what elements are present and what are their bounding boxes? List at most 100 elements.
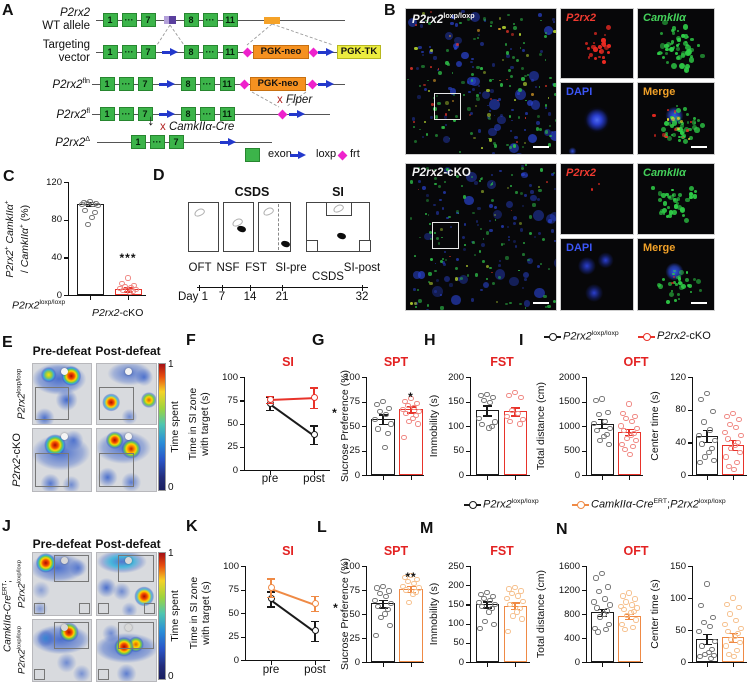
channel-label: CamkIIα	[643, 12, 686, 24]
micrograph-p2rx2-channel: P2rx2	[560, 163, 634, 235]
post-defeat-header: Post-defeat	[95, 537, 161, 551]
corner-zone	[34, 668, 46, 680]
fluorescence-dot	[553, 257, 556, 268]
fluorescence-dot	[470, 72, 475, 77]
data-point	[595, 629, 601, 635]
bar-x-tick	[90, 296, 92, 300]
data-point	[730, 411, 736, 417]
y-tick-label: 25	[349, 632, 360, 644]
data-point	[602, 596, 608, 602]
fluorescence-dot	[488, 219, 492, 223]
fluorescence-dot	[605, 24, 611, 30]
fluorescence-dot	[449, 255, 451, 258]
fluorescence-dot	[428, 272, 432, 276]
recombinase-annotation: x CamkIIα-Cre	[160, 121, 235, 133]
fluorescence-dot	[487, 104, 489, 107]
error-cap	[510, 415, 520, 417]
y-tick	[582, 401, 586, 403]
fluorescence-dot	[530, 190, 534, 194]
y-tick	[64, 257, 68, 259]
error-cap	[378, 599, 388, 601]
fluorescence-dot	[489, 266, 492, 270]
fluorescence-dot	[500, 224, 504, 228]
fluorescence-dot	[550, 173, 554, 177]
fluorescence-dot	[480, 243, 485, 248]
exon-dots: ···	[149, 135, 165, 149]
heatmap-tile	[32, 428, 92, 492]
fluorescence-dot	[425, 167, 429, 170]
fluorescence-dot	[429, 230, 433, 234]
fluorescence-dot	[670, 40, 675, 44]
fluorescence-dot	[528, 215, 532, 219]
fluorescence-dot	[523, 141, 527, 145]
si-zone-outline	[99, 386, 134, 421]
fluorescence-dot	[434, 114, 439, 119]
fluorescence-dot	[662, 19, 668, 26]
fluorescence-dot	[549, 77, 552, 80]
bar-x-tick	[602, 663, 604, 667]
fluorescence-dot	[435, 211, 440, 215]
chart-title: SI	[282, 355, 294, 369]
fluorescence-dot	[553, 239, 556, 242]
fluorescence-dot	[660, 193, 666, 198]
fluorescence-dot	[513, 26, 517, 31]
fluorescence-dot	[688, 57, 694, 63]
fluorescence-dot	[531, 100, 541, 110]
fluorescence-dot	[452, 94, 455, 97]
data-point	[734, 647, 740, 654]
y-tick	[362, 638, 366, 640]
fluorescence-dot	[530, 194, 537, 202]
heatmap-tile	[96, 428, 157, 492]
exon-box: 7	[168, 135, 184, 149]
significance-marker: *	[333, 601, 339, 615]
data-point	[626, 401, 632, 407]
data-point	[733, 617, 739, 623]
fluorescence-dot	[604, 34, 607, 37]
fluorescence-dot	[453, 46, 457, 50]
fluorescence-dot	[463, 195, 474, 206]
fluorescence-dot	[424, 232, 432, 240]
fluorescence-dot	[457, 212, 460, 215]
fluorescence-dot	[409, 302, 413, 306]
data-point	[605, 409, 611, 415]
fluorescence-dot	[446, 63, 450, 67]
fluorescence-dot	[526, 257, 534, 265]
data-point	[599, 570, 605, 576]
fluorescence-dot	[491, 181, 494, 184]
roi-box	[434, 93, 461, 120]
fluorescence-dot	[518, 221, 522, 226]
fluorescence-dot	[692, 124, 698, 130]
chart-title: SI	[282, 544, 294, 558]
chart-title: OFT	[623, 544, 649, 558]
y-tick	[362, 614, 366, 616]
data-point	[492, 419, 498, 425]
fluorescence-dot	[667, 108, 670, 111]
error-cap	[482, 415, 492, 417]
fluorescence-dot	[672, 210, 677, 215]
axis-label: Total distance (cm)	[535, 381, 547, 471]
data-point	[597, 438, 603, 444]
data-point	[402, 574, 408, 581]
fluorescence-dot	[520, 166, 524, 170]
y-tick	[466, 377, 470, 379]
exon-box: 7	[140, 13, 156, 27]
data-point	[728, 446, 734, 452]
panel-label-M: M	[420, 520, 434, 537]
data-point	[701, 619, 707, 625]
fluorescence-dot	[681, 33, 685, 38]
fluorescence-dot	[415, 24, 417, 26]
axis-label: Time in SI zone with target (s)	[187, 387, 211, 460]
data-point	[92, 209, 98, 215]
fluorescence-dot	[456, 276, 461, 281]
fluorescence-dot	[521, 77, 525, 81]
fluorescence-dot	[665, 192, 670, 197]
panel-label-F: F	[186, 332, 196, 349]
fluorescence-dot	[444, 113, 447, 116]
fluorescence-dot	[543, 25, 554, 36]
fluorescence-dot	[413, 120, 416, 123]
data-point	[79, 202, 85, 208]
data-point	[413, 589, 419, 595]
fluorescence-dot	[473, 136, 476, 140]
panel-label-J: J	[2, 518, 11, 535]
fluorescence-dot	[487, 113, 491, 117]
